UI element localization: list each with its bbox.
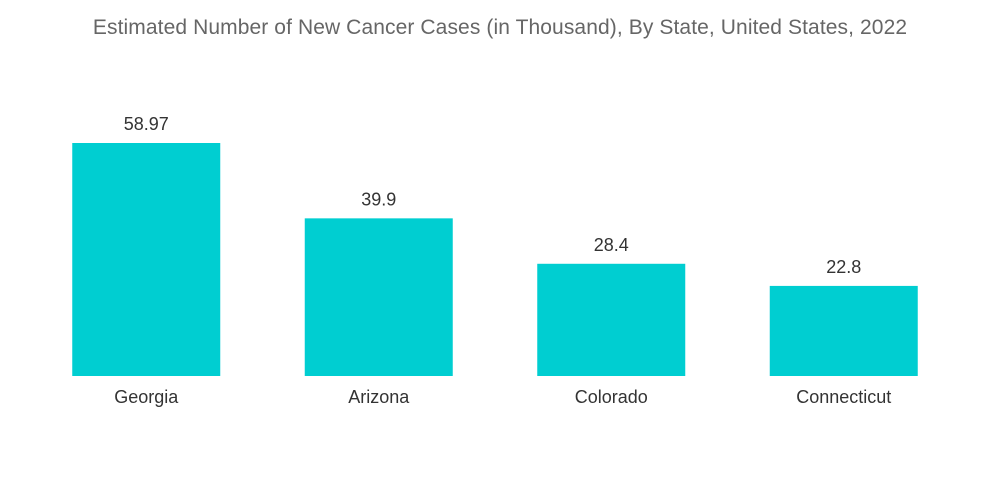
category-label-arizona: Arizona <box>348 387 410 407</box>
category-label-georgia: Georgia <box>114 387 179 407</box>
chart-title: Estimated Number of New Cancer Cases (in… <box>92 16 908 39</box>
bar-georgia <box>72 143 221 376</box>
bar-arizona <box>304 218 453 376</box>
category-label-connecticut: Connecticut <box>796 387 891 407</box>
bar-connecticut <box>769 285 918 376</box>
value-label-arizona: 39.9 <box>361 189 396 209</box>
bars-layer <box>72 143 918 376</box>
category-axis: Georgia Arizona Colorado Connecticut <box>114 387 891 407</box>
labels-layer: 58.97 39.9 28.4 22.8 <box>124 114 862 277</box>
category-label-colorado: Colorado <box>575 387 648 407</box>
value-label-connecticut: 22.8 <box>826 257 861 277</box>
value-label-georgia: 58.97 <box>124 114 169 134</box>
value-label-colorado: 28.4 <box>594 235 629 255</box>
bar-colorado <box>537 263 686 376</box>
